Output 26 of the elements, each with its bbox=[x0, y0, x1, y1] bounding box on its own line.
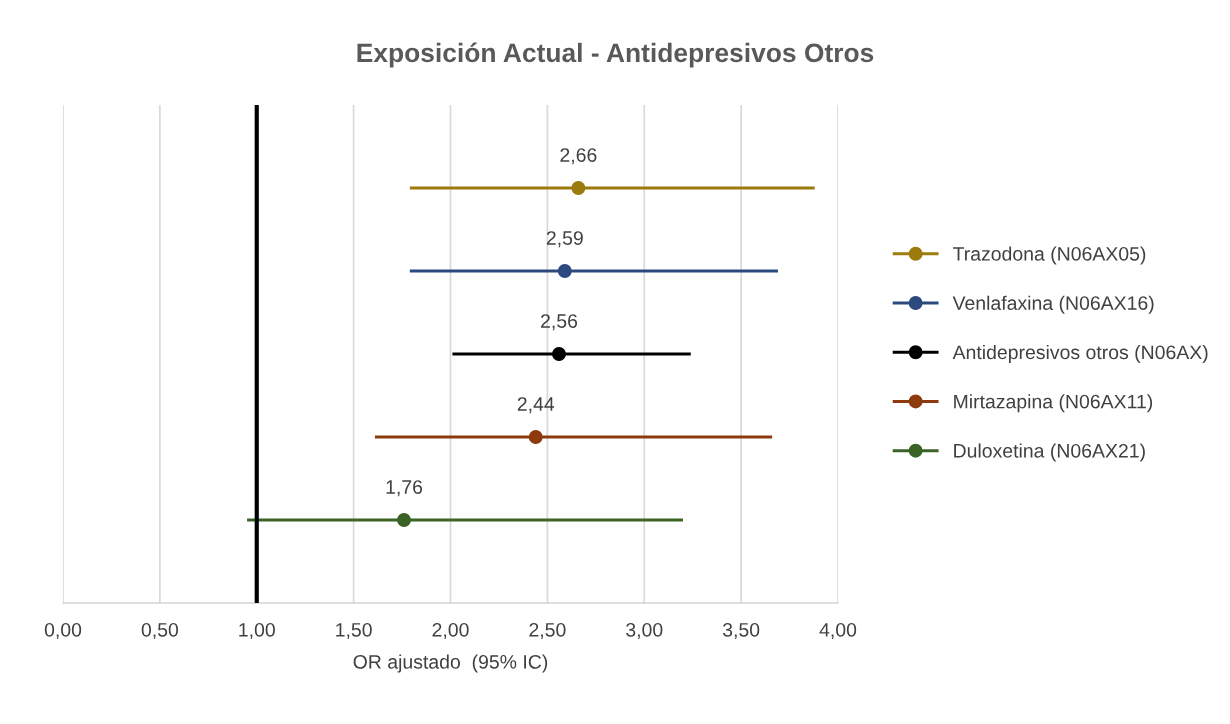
data-label: 2,56 bbox=[541, 314, 578, 331]
x-tick-label: 2,00 bbox=[432, 622, 469, 640]
point bbox=[528, 430, 543, 444]
legend-label: Mirtazapina (N06AX11) bbox=[954, 394, 1153, 413]
data-label: 2,59 bbox=[546, 231, 583, 248]
legend-label: Venlafaxina (N06AX16) bbox=[952, 295, 1154, 314]
legend-label: Antidepresivos otros (N06AX) bbox=[952, 344, 1208, 364]
chart-title: Exposición Actual - Antidepresivos Otros bbox=[357, 42, 874, 68]
x-tick-label: 1,50 bbox=[336, 622, 372, 640]
x-axis-title: OR ajustado (95% IC) bbox=[353, 654, 548, 673]
point bbox=[557, 264, 572, 278]
point bbox=[571, 181, 586, 195]
x-tick-label: 4,00 bbox=[819, 622, 857, 640]
point bbox=[397, 513, 411, 527]
x-tick-label: 3,50 bbox=[722, 622, 760, 640]
x-tick-label: 2,50 bbox=[529, 622, 566, 640]
x-tick-label: 3,00 bbox=[626, 622, 663, 640]
x-tick-label: 0,00 bbox=[44, 622, 82, 640]
data-label: 1,76 bbox=[386, 480, 423, 497]
point bbox=[552, 347, 566, 361]
data-label: 2,66 bbox=[560, 148, 597, 165]
legend-label: Trazodona (N06AX05) bbox=[953, 246, 1146, 265]
data-label: 2,44 bbox=[517, 397, 555, 414]
legend-label: Duloxetina (N06AX21) bbox=[954, 443, 1145, 462]
x-tick-label: 1,00 bbox=[239, 622, 275, 640]
x-tick-label: 0,50 bbox=[141, 622, 179, 640]
